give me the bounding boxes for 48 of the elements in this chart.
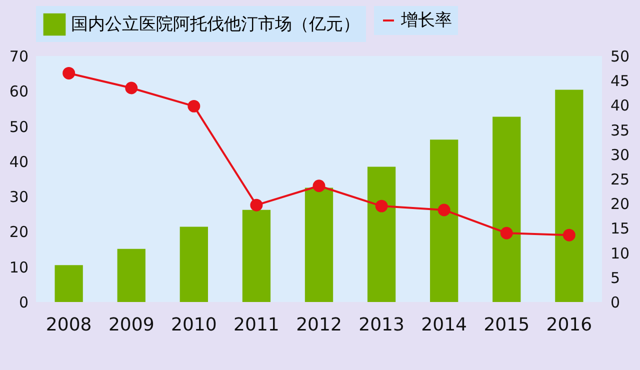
x-tick-label: 2016 [546,314,592,336]
y-tick-label: 10 [9,258,28,276]
y2-tick-label: 20 [610,195,630,214]
x-tick-label: 2009 [108,314,154,336]
x-tick-label: 2010 [171,314,217,336]
y-tick-label: 60 [9,82,28,101]
bar [555,90,584,302]
point [62,66,76,80]
x-tick-label: 2015 [484,314,530,336]
y2-tick-label: 0 [610,294,620,312]
point [438,204,450,216]
y2-tick-label: 40 [610,96,630,115]
y-tick-label: 20 [9,223,28,242]
y-tick-label: 70 [9,48,28,66]
point [312,180,326,192]
legend-label: 增长率 [400,10,452,30]
y2-tick-label: 50 [610,48,630,66]
y-tick-label: 40 [9,152,28,171]
bar [54,265,83,302]
point [500,226,513,240]
y2-tick-label: 5 [610,268,620,287]
point [188,100,200,112]
x-tick-label: 2013 [358,314,404,336]
legend-label: 国内公立医院阿托伐他汀市场（亿元） [71,14,360,34]
x-tick-label: 2014 [421,314,467,336]
y2-tick-label: 45 [610,72,630,90]
y-tick-label: 50 [9,118,28,136]
y2-tick-label: 30 [610,146,630,164]
y-tick-label: 30 [9,188,28,206]
bar [117,248,146,302]
y2-tick-label: 35 [610,121,630,140]
y-tick-label: 0 [18,294,28,312]
y2-tick-label: 10 [610,244,630,262]
y2-tick-label: 15 [610,220,630,238]
point [562,228,576,242]
bar [430,140,458,302]
point [125,82,138,94]
bar [492,116,521,302]
bar [367,166,396,302]
x-tick-label: 2011 [234,314,280,336]
y2-tick-label: 25 [610,170,630,188]
point [375,200,388,212]
x-tick-label: 2008 [46,314,92,336]
point [250,198,263,212]
x-tick-label: 2012 [296,314,342,336]
bar [180,226,208,302]
bar [242,210,271,302]
bar [304,188,334,302]
